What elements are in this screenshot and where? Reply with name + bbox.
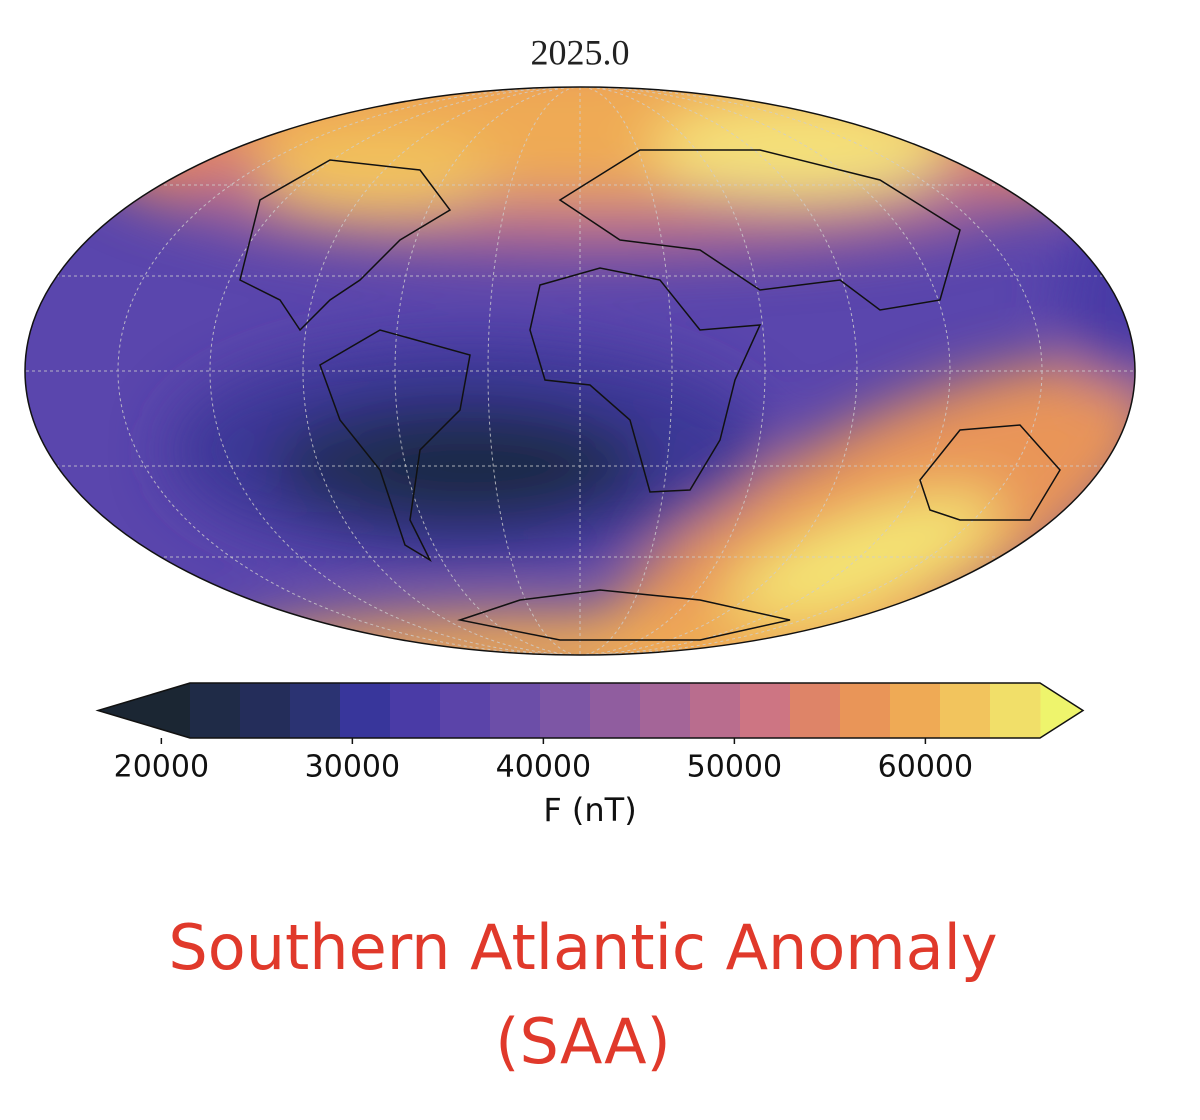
colorbar-segment (990, 683, 1041, 738)
colorbar-outline (95, 682, 1085, 739)
colorbar-segment (740, 683, 791, 738)
colorbar-segment (590, 683, 641, 738)
graticule (25, 87, 1135, 655)
colorbar-segment (840, 683, 891, 738)
colorbar-segment (190, 683, 241, 738)
colorbar-segment (440, 683, 491, 738)
coastlines (239, 149, 1061, 641)
colorbar-segment (490, 683, 541, 738)
colorbar-tick-label: 20000 (114, 750, 209, 785)
colorbar-segment (340, 683, 391, 738)
field-zone (718, 493, 1002, 627)
colorbar-tick-label: 60000 (878, 750, 973, 785)
colorbar-segment (640, 683, 691, 738)
field-zone (360, 432, 600, 508)
colorbar-segment (540, 683, 591, 738)
colorbar-segment (390, 683, 441, 738)
caption-line: Southern Atlantic Anomaly (168, 911, 997, 984)
colorbar-extend-max (1040, 683, 1083, 738)
colorbar-segment (690, 683, 741, 738)
colorbar-extend-min (98, 683, 190, 738)
colorbar-tick-label: 30000 (305, 750, 400, 785)
colorbar-tick-label: 50000 (687, 750, 782, 785)
colorbar-tick-label: 40000 (496, 750, 591, 785)
field-zone (220, 610, 980, 655)
colorbar-label: F (nT) (543, 791, 636, 829)
colorbar-segment (290, 683, 341, 738)
colorbar-segment (790, 683, 841, 738)
colorbar-segment (940, 683, 991, 738)
colorbar-segment (890, 683, 941, 738)
field-zone (260, 135, 500, 215)
map-title: 2025.0 (531, 32, 630, 72)
caption-line: (SAA) (495, 1005, 670, 1078)
colorbar: 20000 30000 40000 50000 60000 (95, 682, 1085, 785)
map-outline (24, 86, 1136, 656)
colorbar-segment (240, 683, 291, 738)
